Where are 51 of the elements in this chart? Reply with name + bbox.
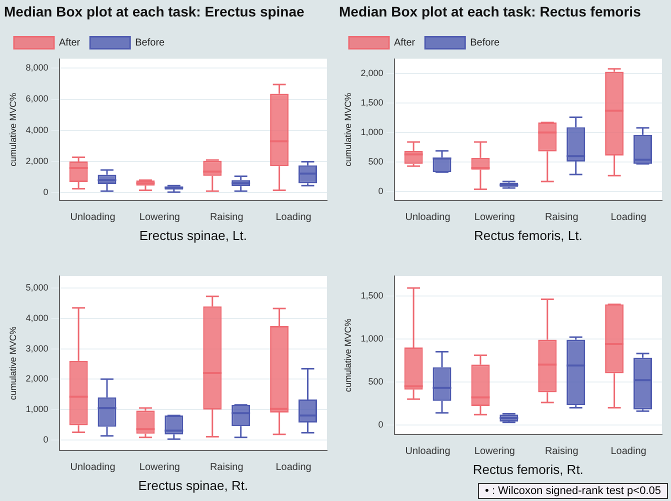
chart-title: Median Box plot at each task: Erectus spinae bbox=[4, 3, 305, 20]
legend-label: After bbox=[59, 38, 81, 49]
x-tick-label: Unloading bbox=[405, 446, 450, 458]
y-tick-label: 1,000 bbox=[360, 127, 384, 138]
x-tick-label: Loading bbox=[610, 212, 646, 224]
y-tick-label: 2,000 bbox=[360, 68, 384, 78]
y-tick-label: 0 bbox=[43, 434, 48, 444]
x-axis-title: Rectus femoris, Rt. bbox=[472, 462, 584, 477]
y-axis-title: cumulative MVC% bbox=[342, 318, 353, 392]
x-tick-label: Lowering bbox=[139, 462, 180, 474]
y-tick-label: 6,000 bbox=[26, 94, 48, 104]
y-tick-label: 1,500 bbox=[360, 98, 384, 108]
y-tick-label: 2,000 bbox=[26, 374, 48, 384]
y-tick-label: 5,000 bbox=[26, 282, 48, 293]
y-tick-label: 2,000 bbox=[26, 156, 48, 166]
x-tick-label: Lowering bbox=[474, 212, 515, 224]
y-tick-label: 1,000 bbox=[360, 333, 384, 344]
legend-label: Before bbox=[135, 38, 166, 49]
x-tick-label: Loading bbox=[276, 462, 312, 474]
y-tick-label: 0 bbox=[378, 419, 384, 430]
x-tick-label: Raising bbox=[544, 212, 578, 224]
x-tick-label: Loading bbox=[610, 446, 646, 458]
legend-label: Before bbox=[470, 38, 500, 49]
y-axis-title: cumulative MVC% bbox=[342, 92, 353, 166]
x-tick-label: Lowering bbox=[139, 212, 180, 224]
x-tick-label: Raising bbox=[544, 446, 578, 458]
x-axis-title: Erectus spinae, Lt. bbox=[139, 228, 247, 243]
y-tick-label: 3,000 bbox=[26, 343, 48, 354]
y-tick-label: 4,000 bbox=[26, 124, 48, 135]
text: • : Wilcoxon signed-rank test p<0.05 bbox=[478, 483, 668, 499]
y-tick-label: 0 bbox=[43, 187, 48, 198]
x-tick-label: Raising bbox=[210, 462, 244, 474]
y-axis-title: cumulative MVC% bbox=[8, 326, 18, 400]
x-axis-title: Rectus femoris, Lt. bbox=[474, 228, 582, 243]
x-axis-title: Erectus spinae, Rt. bbox=[138, 478, 248, 493]
x-tick-label: Unloading bbox=[70, 462, 116, 474]
x-tick-label: Raising bbox=[210, 212, 244, 224]
x-tick-label: Loading bbox=[276, 212, 312, 224]
legend-label: After bbox=[394, 38, 416, 49]
x-tick-label: Unloading bbox=[70, 212, 116, 224]
y-tick-label: 8,000 bbox=[26, 62, 48, 73]
y-tick-label: 500 bbox=[368, 376, 384, 386]
x-tick-label: Lowering bbox=[474, 446, 515, 458]
y-tick-label: 4,000 bbox=[26, 312, 48, 323]
x-tick-label: Unloading bbox=[405, 212, 450, 224]
chart-title: Median Box plot at each task: Rectus femoris bbox=[339, 3, 642, 20]
y-axis-title: cumulative MVC% bbox=[8, 92, 18, 166]
y-tick-label: 500 bbox=[368, 156, 384, 167]
y-tick-label: 0 bbox=[378, 186, 384, 196]
y-tick-label: 1,500 bbox=[360, 290, 384, 300]
y-tick-label: 1,000 bbox=[26, 404, 48, 414]
